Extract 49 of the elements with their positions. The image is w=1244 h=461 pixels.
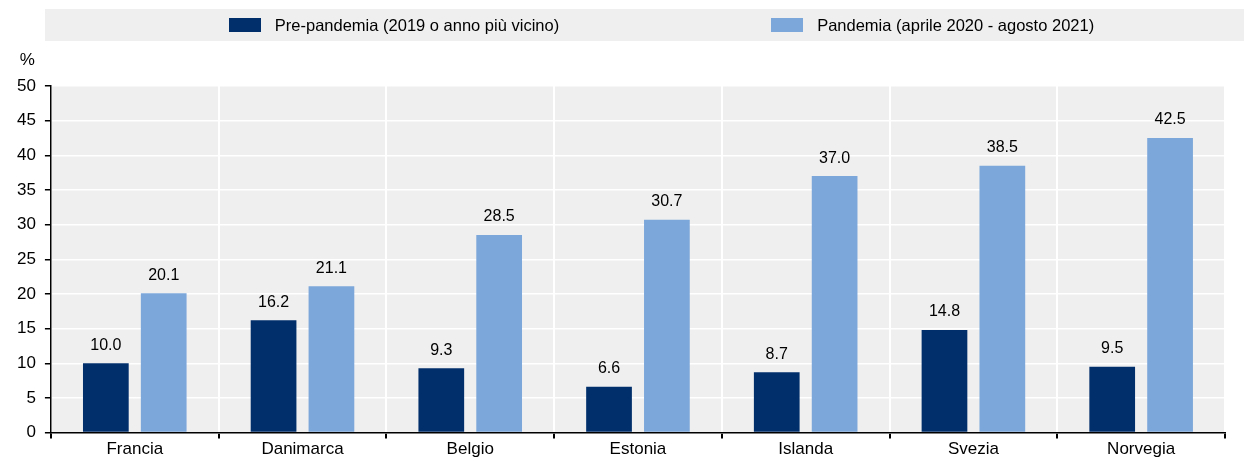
x-tick-label: Francia (106, 439, 164, 459)
y-tick-label: 10 (16, 352, 36, 372)
bar (82, 363, 129, 432)
y-tick-label: 5 (26, 387, 36, 407)
y-tick-label: 0 (26, 422, 36, 442)
bar (1089, 366, 1136, 432)
y-axis-title: % (19, 50, 35, 70)
data-label: 30.7 (651, 192, 683, 210)
bar (921, 330, 968, 432)
x-tick-label: Norvegia (1107, 439, 1176, 459)
y-tick-label: 35 (16, 179, 36, 199)
bar (1147, 137, 1193, 432)
y-tick-label: 40 (16, 145, 36, 165)
bar (811, 176, 858, 432)
data-label: 38.5 (986, 138, 1019, 156)
y-tick-label: 25 (16, 248, 36, 268)
x-tick-label: Svezia (947, 439, 1000, 459)
bar (308, 286, 355, 432)
data-label: 14.8 (928, 302, 961, 320)
data-label: 9.5 (1101, 339, 1124, 357)
data-label: 8.7 (765, 344, 788, 362)
bar (140, 293, 187, 432)
data-label: 20.1 (148, 265, 180, 283)
data-label: 6.6 (597, 359, 621, 377)
data-label: 37.0 (819, 148, 851, 166)
legend-label: Pandemia (aprile 2020 - agosto 2021) (817, 15, 1095, 35)
bar (586, 386, 632, 432)
legend-label: Pre-pandemia (2019 o anno più vicino) (274, 15, 560, 35)
y-tick-label: 30 (16, 214, 36, 234)
y-tick-label: 20 (16, 283, 36, 303)
y-tick-label: 50 (16, 75, 36, 95)
data-label: 21.1 (315, 258, 348, 276)
data-label: 28.5 (483, 207, 515, 225)
bar (250, 320, 297, 432)
x-tick-label: Islanda (778, 439, 834, 459)
bar (753, 372, 800, 432)
bar (979, 165, 1026, 432)
bar (418, 368, 465, 432)
data-label: 42.5 (1154, 110, 1186, 128)
x-tick-label: Estonia (609, 439, 667, 459)
bar (644, 219, 690, 432)
y-tick-label: 45 (16, 110, 36, 130)
data-label: 9.3 (430, 340, 453, 358)
bar (476, 235, 523, 432)
data-label: 16.2 (258, 292, 290, 310)
x-tick-label: Belgio (446, 439, 494, 459)
x-tick-label: Danimarca (261, 439, 345, 459)
data-label: 10.0 (90, 335, 122, 353)
y-tick-label: 15 (16, 318, 36, 338)
